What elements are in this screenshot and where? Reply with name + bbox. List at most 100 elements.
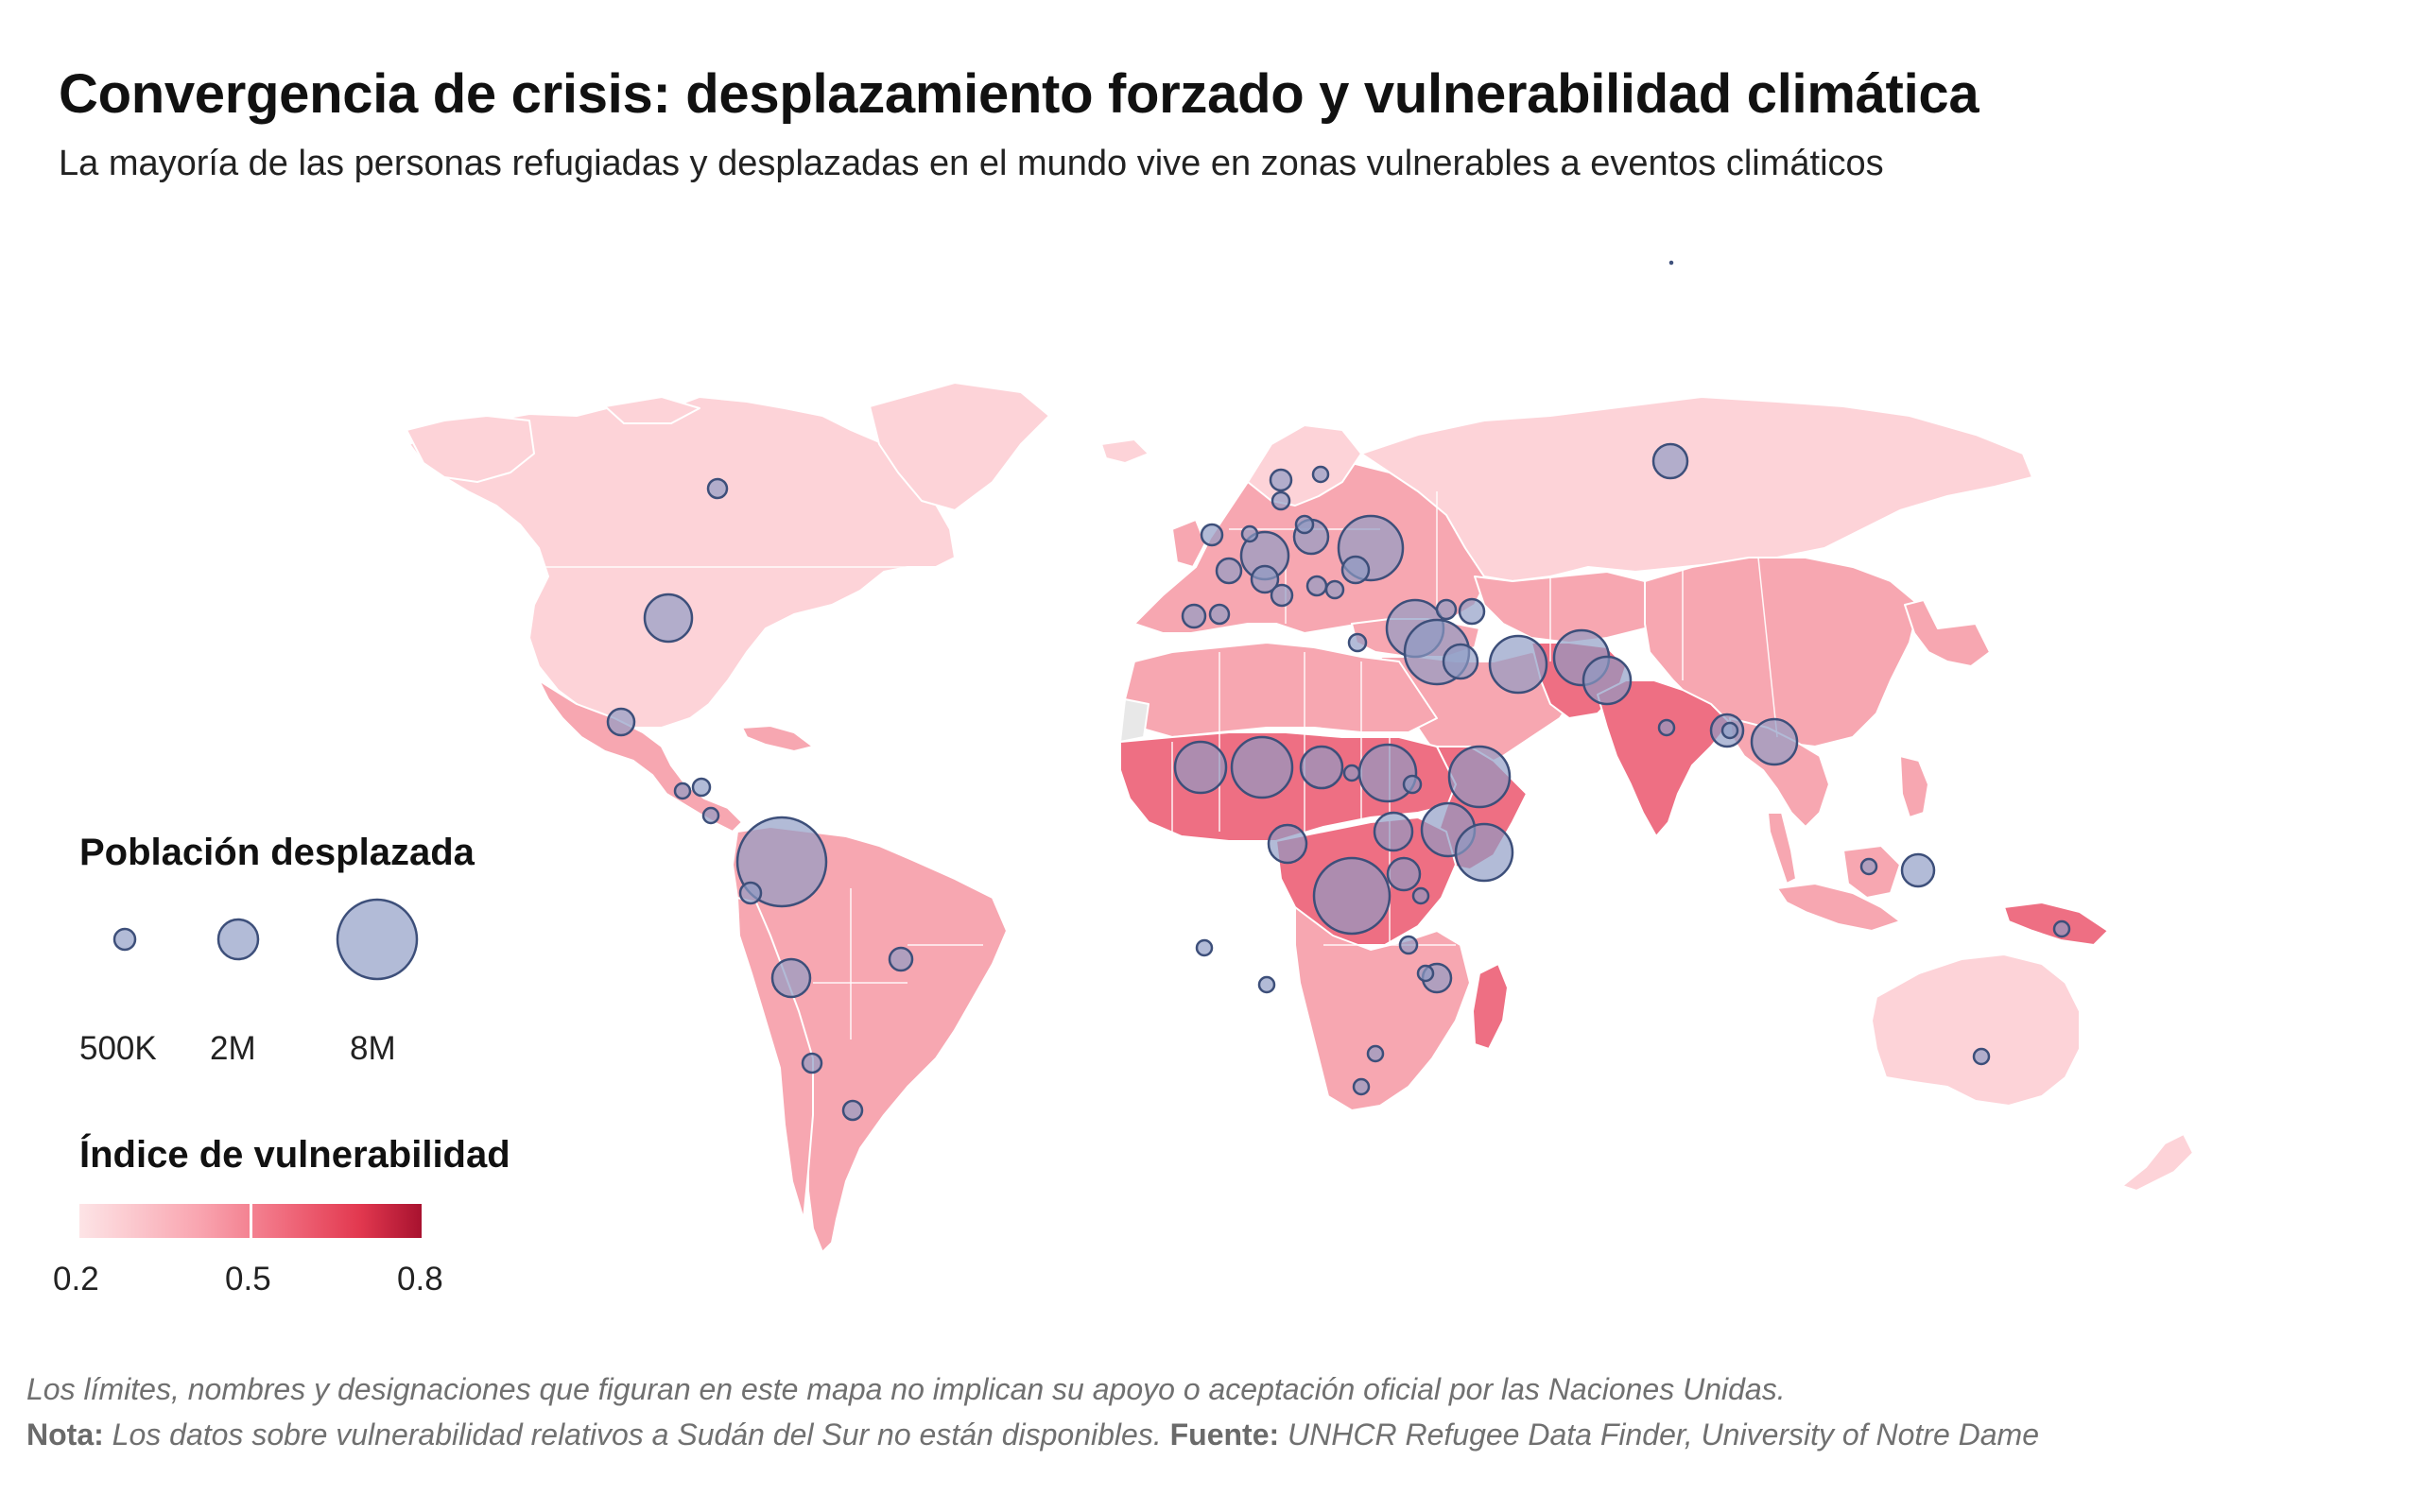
caribbean-land <box>741 725 814 752</box>
displacement-bubble <box>1342 764 1361 782</box>
displacement-bubble <box>1442 643 1479 680</box>
map-disclaimer: Los límites, nombres y designaciones que… <box>26 1372 1786 1406</box>
africa-north-land <box>1124 642 1438 738</box>
size-legend-label-500k: 500K <box>79 1030 157 1067</box>
legend-circle-2m <box>216 918 260 961</box>
displacement-bubble <box>735 816 828 908</box>
displacement-bubble <box>1386 856 1422 892</box>
china-mongolia-land <box>1644 557 1920 747</box>
madagascar-land <box>1472 963 1509 1050</box>
displacement-bubble <box>2052 919 2071 938</box>
displacement-bubble <box>1215 557 1243 585</box>
size-legend-label-8m: 8M <box>350 1030 396 1067</box>
greenland-land <box>869 382 1050 511</box>
vulnerability-tick-0-2: 0.2 <box>53 1261 99 1297</box>
displacement-bubble <box>1230 735 1294 799</box>
displacement-bubble <box>706 477 729 500</box>
displacement-bubble <box>1366 1044 1385 1063</box>
displacement-bubble <box>1373 811 1414 852</box>
border-line <box>1757 557 1778 738</box>
displacement-bubble <box>1720 721 1739 740</box>
size-legend-label-2m: 2M <box>210 1030 256 1067</box>
legend-circle-500k <box>112 927 137 952</box>
source-label: Fuente: <box>1169 1418 1280 1452</box>
displacement-bubble <box>1270 583 1294 608</box>
displacement-bubble <box>1324 579 1345 600</box>
displacement-bubble <box>1900 852 1936 888</box>
displacement-bubble <box>1340 555 1371 585</box>
ramp-tick <box>250 1204 252 1247</box>
vulnerability-tick-0-8: 0.8 <box>397 1261 443 1297</box>
displacement-bubble <box>701 806 720 825</box>
displacement-bubble <box>1181 603 1207 629</box>
india-land <box>1597 679 1731 837</box>
displacement-bubble <box>1270 490 1291 511</box>
indonesia-west-land <box>1776 883 1901 932</box>
north-america-land <box>408 396 956 729</box>
displacement-bubble <box>1488 634 1548 695</box>
size-legend-title: Población desplazada <box>79 832 475 873</box>
displacement-bubble <box>1357 743 1418 803</box>
displacement-bubble <box>1257 975 1276 994</box>
malay-peninsula-land <box>1767 812 1797 885</box>
displacement-bubble <box>1312 856 1392 936</box>
vulnerability-tick-0-5: 0.5 <box>225 1261 271 1297</box>
arctic-islands-land <box>604 396 700 424</box>
australia-land <box>1871 954 2081 1107</box>
displacement-bubble <box>1311 465 1330 484</box>
displacement-bubble <box>801 1052 823 1074</box>
displacement-bubble <box>1416 964 1435 983</box>
size-legend-circles <box>112 898 419 981</box>
western-sahara-land <box>1119 698 1150 743</box>
displacement-bubble <box>770 957 812 999</box>
displacement-bubble <box>1294 514 1315 535</box>
vulnerability-legend-title: Índice de vulnerabilidad <box>79 1134 510 1176</box>
displacement-bubble <box>1269 468 1293 492</box>
source-text: UNHCR Refugee Data Finder, University of… <box>1288 1418 2039 1452</box>
new-zealand-land <box>2121 1133 2194 1192</box>
displacement-bubble <box>1305 575 1328 597</box>
displacement-bubble <box>1402 774 1423 795</box>
displacement-bubble <box>1859 857 1878 876</box>
mexico-central-america-land <box>538 679 743 833</box>
note-text: Los datos sobre vulnerabilidad relativos… <box>112 1418 1162 1452</box>
chart-title: Convergencia de crisis: desplazamiento f… <box>59 63 1979 125</box>
displacement-bubble <box>738 881 763 905</box>
displacement-bubble <box>1972 1047 1991 1066</box>
displacement-bubble <box>841 1099 864 1122</box>
displacement-bubble <box>1347 632 1368 653</box>
displacement-bubble <box>1267 823 1308 865</box>
displacement-bubble <box>1208 603 1231 626</box>
displacement-bubble <box>888 946 914 972</box>
displacement-bubble <box>1458 597 1486 626</box>
uk-land <box>1171 519 1206 568</box>
displacement-bubble <box>606 707 636 737</box>
displacement-bubble <box>673 782 692 800</box>
displacement-bubble <box>1200 523 1224 547</box>
korea-japan-land <box>1904 599 1991 667</box>
displacement-bubble <box>1299 745 1344 790</box>
iceland-land <box>1100 438 1150 464</box>
displacement-bubble <box>1398 935 1419 955</box>
russia-land <box>1360 396 2033 582</box>
displacement-bubble <box>1668 260 1674 266</box>
andes-west-land <box>736 897 814 1220</box>
displacement-bubble <box>643 593 694 644</box>
displacement-bubble <box>1750 717 1799 766</box>
footnote: Nota: Los datos sobre vulnerabilidad rel… <box>26 1418 2039 1452</box>
displacement-bubble <box>1447 745 1512 809</box>
displacement-bubble <box>1352 1077 1371 1096</box>
note-label: Nota: <box>26 1418 104 1452</box>
displacement-bubble <box>1411 886 1430 905</box>
alaska-land <box>406 415 535 483</box>
displacement-bubble <box>1173 740 1228 795</box>
displacement-bubble <box>1454 822 1514 883</box>
displacement-bubble <box>1250 564 1280 594</box>
displacement-bubble <box>1657 718 1676 737</box>
displacement-bubble <box>1435 598 1458 621</box>
displacement-bubble <box>1582 655 1633 706</box>
displacement-bubble <box>691 777 712 798</box>
philippines-land <box>1899 755 1929 818</box>
chart-subtitle: La mayoría de las personas refugiadas y … <box>59 144 1884 183</box>
